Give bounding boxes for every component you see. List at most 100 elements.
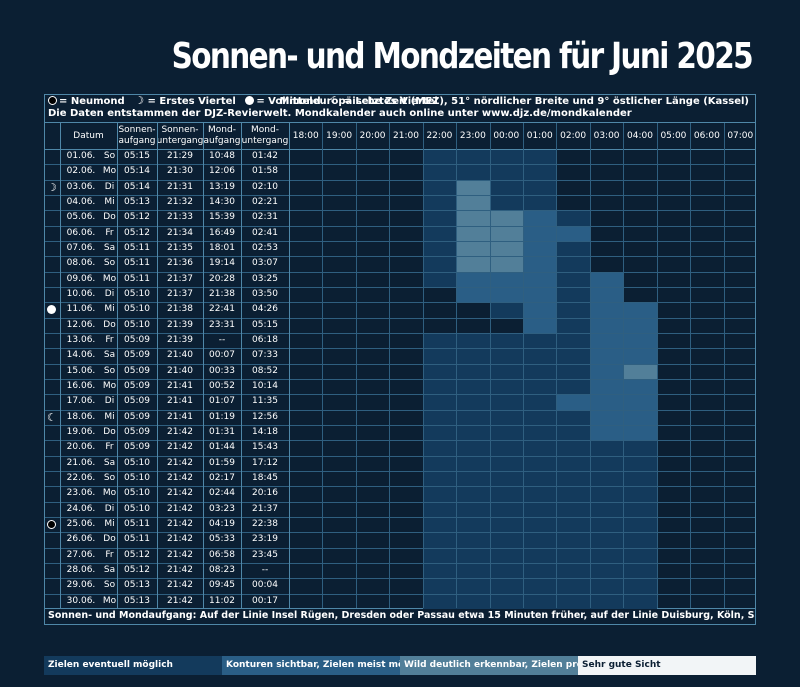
cell-date: 15.06.: [66, 365, 96, 376]
cell-date: 20.06.: [66, 442, 96, 453]
visibility-cell: [556, 363, 590, 379]
cell-moonrise: 01:19: [209, 411, 235, 422]
column-divider: [241, 123, 242, 608]
visibility-cell: [489, 378, 523, 395]
table-row: 17.06. Di 05:09 21:41 01:07 11:35: [45, 394, 289, 409]
cell-sunset: 21:36: [167, 258, 193, 269]
visibility-cell: [422, 532, 457, 548]
cell-moonrise: 01:31: [209, 426, 235, 437]
cell-moonrise: 10:48: [209, 151, 235, 161]
cell-day: Mi: [104, 411, 115, 422]
cell-sunset: 21:41: [167, 380, 193, 391]
cell-moonset: 03:25: [252, 273, 278, 284]
table-row: 25.06. Mi 05:11 21:42 04:19 22:38: [45, 517, 289, 532]
visibility-cell: [523, 547, 557, 563]
visibility-cell: [556, 409, 590, 425]
column-divider: [117, 123, 118, 608]
cell-sunrise: 05:10: [124, 472, 150, 483]
visibility-cell: [556, 394, 590, 410]
visibility-cell: [556, 378, 590, 395]
visibility-cell: [589, 394, 624, 410]
visibility-cell: [422, 210, 457, 226]
visibility-cell: [523, 455, 557, 471]
visibility-cell: [489, 286, 523, 303]
cell-moonset: 03:50: [252, 288, 278, 299]
cell-day: Do: [103, 426, 116, 437]
visibility-cell: [623, 332, 657, 349]
cell-date: 08.06.: [66, 258, 96, 269]
cell-day: Mo: [102, 166, 117, 177]
visibility-cell: [422, 164, 457, 180]
row-divider: [45, 394, 755, 396]
cell-moonset: 02:31: [252, 212, 278, 223]
row-divider: [45, 179, 755, 181]
visibility-cell: [456, 532, 490, 548]
column-divider: [723, 123, 725, 608]
cell-sunrise: 05:12: [124, 549, 150, 560]
cell-moonset: 18:45: [252, 472, 278, 483]
row-divider: [45, 302, 755, 304]
visibility-legend-item: Sehr gute Sicht: [578, 656, 756, 675]
cell-day: Mi: [104, 518, 115, 529]
visibility-cell: [422, 455, 457, 471]
visibility-cell: [523, 562, 557, 579]
table-row: 03.06. Di 05:14 21:31 13:19 02:10 ☽: [45, 180, 289, 195]
cell-date: 10.06.: [66, 288, 96, 299]
visibility-cell: [523, 348, 557, 364]
cell-moonrise: 01:07: [209, 396, 235, 407]
full-moon-icon: [47, 305, 56, 315]
table-row: 16.06. Mo 05:09 21:41 00:52 10:14: [45, 379, 289, 394]
header-hour: 00:00: [493, 130, 520, 141]
visibility-cell: [523, 256, 557, 272]
cell-date: 09.06.: [66, 273, 96, 284]
row-divider: [45, 378, 755, 380]
visibility-cell: [523, 179, 557, 195]
cell-moonset: 14:18: [252, 426, 278, 437]
cell-date: 23.06.: [66, 488, 96, 499]
visibility-cell: [489, 225, 523, 241]
column-divider: [322, 123, 324, 608]
visibility-cell: [489, 164, 523, 180]
cell-date: 21.06.: [66, 457, 96, 468]
header-hour: 21:00: [393, 130, 419, 141]
visibility-cell: [589, 578, 624, 594]
cell-sunrise: 05:09: [124, 442, 150, 453]
visibility-cell: [589, 363, 624, 379]
visibility-cell: [556, 593, 590, 609]
table-row: 09.06. Mo 05:11 21:37 20:28 03:25: [45, 272, 289, 287]
cell-moonset: 00:04: [252, 580, 278, 591]
cell-moonset: 01:42: [252, 151, 278, 161]
cell-moonset: 12:56: [252, 411, 278, 422]
visibility-cell: [422, 486, 457, 502]
cell-sunset: 21:42: [167, 595, 193, 606]
row-divider: [45, 164, 755, 166]
row-divider: [45, 562, 755, 564]
footnote: Sonnen- und Mondaufgang: Auf der Linie I…: [44, 609, 756, 625]
cell-day: Do: [103, 534, 116, 545]
cell-sunrise: 05:12: [124, 227, 150, 238]
cell-moonset: 02:21: [252, 196, 278, 207]
cell-moonset: 01:58: [252, 166, 278, 177]
visibility-cell: [489, 409, 523, 425]
visibility-cell: [589, 424, 624, 441]
visibility-cell: [489, 332, 523, 349]
visibility-cell: [523, 286, 557, 303]
cell-sunset: 21:42: [167, 549, 193, 560]
row-divider: [45, 532, 755, 534]
row-divider: [45, 286, 755, 288]
visibility-cell: [589, 286, 624, 303]
cell-sunset: 21:39: [167, 334, 193, 345]
cell-sunrise: 05:13: [124, 196, 150, 207]
visibility-cell: [489, 470, 523, 487]
cell-day: So: [103, 151, 116, 161]
cell-sunrise: 05:14: [124, 166, 150, 177]
cell-date: 28.06.: [66, 564, 96, 575]
cell-sunrise: 05:09: [124, 334, 150, 345]
visibility-cell: [556, 348, 590, 364]
cell-sunrise: 05:12: [124, 564, 150, 575]
table-row: 12.06. Do 05:10 21:39 23:31 05:15: [45, 318, 289, 333]
visibility-cell: [456, 424, 490, 441]
cell-date: 05.06.: [66, 212, 96, 223]
visibility-cell: [623, 424, 657, 441]
visibility-cell: [456, 593, 490, 609]
